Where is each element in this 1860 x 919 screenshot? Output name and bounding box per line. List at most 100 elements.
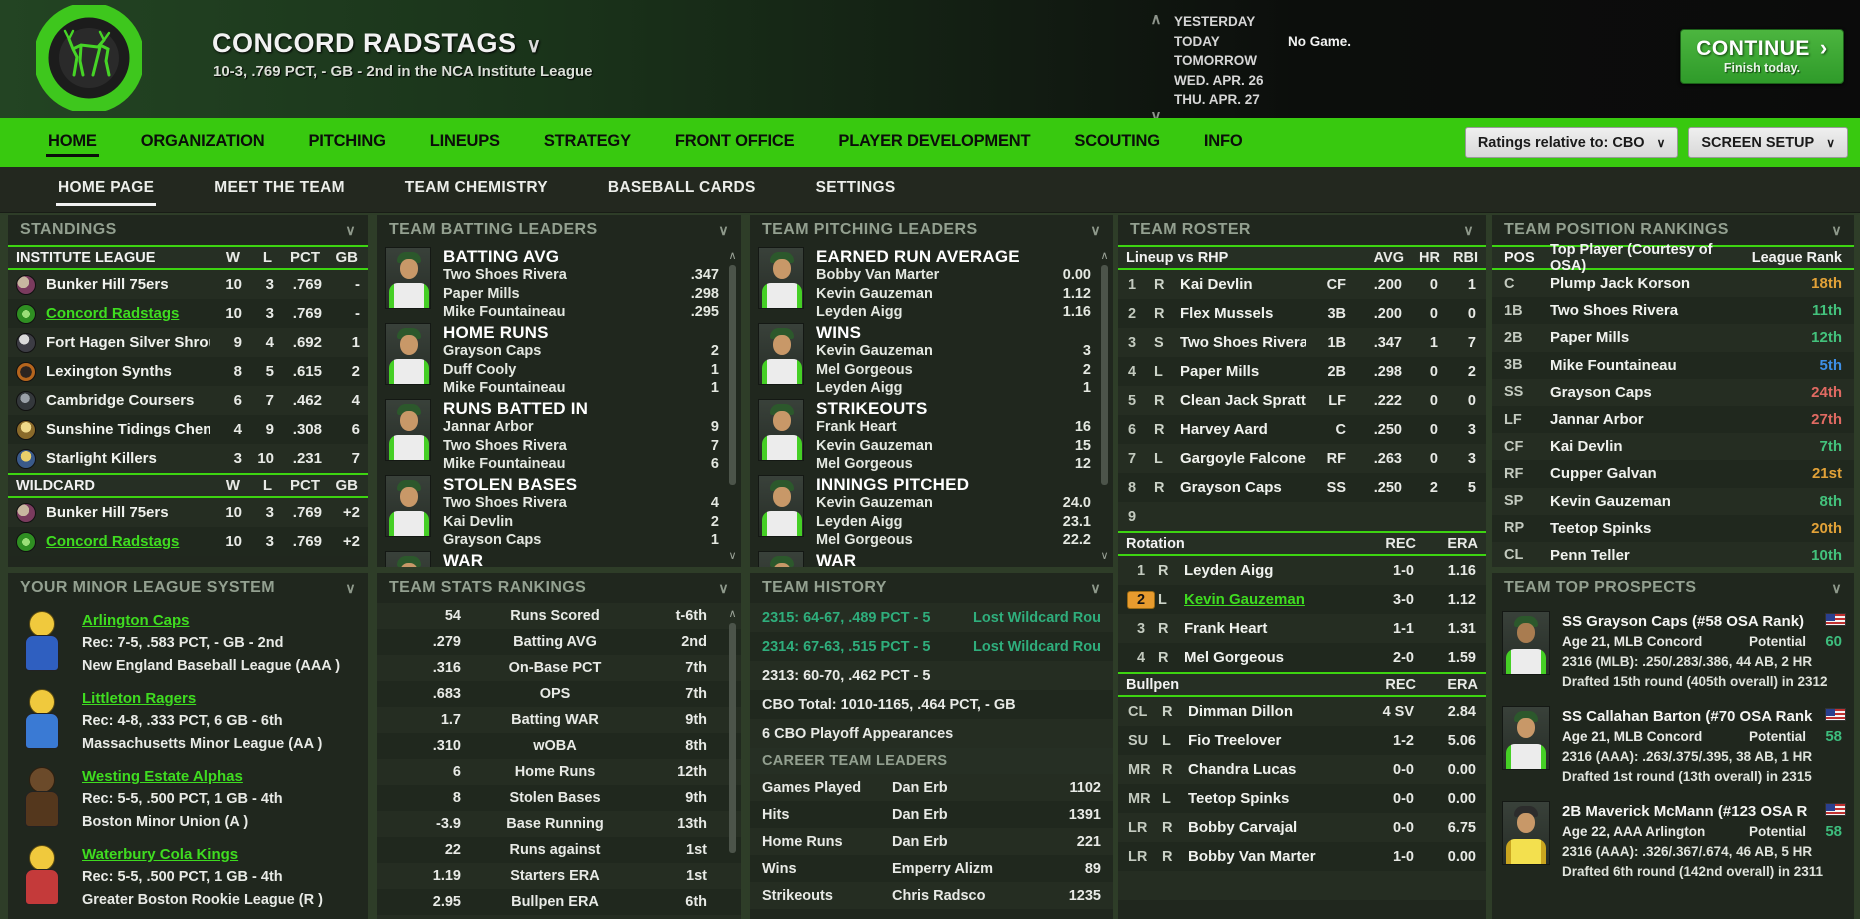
- team-name-link[interactable]: Sunshine Tidings Chemi: [46, 421, 210, 438]
- player-link[interactable]: Kai Devlin: [1550, 438, 1623, 456]
- leader-player-link[interactable]: Emperry Alizm: [892, 860, 993, 877]
- career-leader-row[interactable]: Wins Emperry Alizm 89: [750, 855, 1113, 882]
- player-photo[interactable]: [385, 475, 431, 537]
- main-nav-tab[interactable]: PLAYER DEVELOPMENT: [838, 132, 1031, 150]
- team-stat-row[interactable]: 54 Runs Scored t-6th: [377, 603, 741, 629]
- player-link[interactable]: Teetop Spinks: [1550, 519, 1652, 537]
- bullpen-row[interactable]: CL R Dimman Dillon 4 SV 2.84: [1118, 697, 1486, 726]
- lineup-row[interactable]: 8 R Grayson Caps SS .250 2 5: [1118, 473, 1486, 502]
- rotation-header[interactable]: Rotation REC ERA: [1118, 531, 1486, 556]
- lineup-row[interactable]: 1 R Kai Devlin CF .200 0 1: [1118, 270, 1486, 299]
- minor-team-link[interactable]: Arlington Caps: [82, 612, 190, 629]
- minor-team-link[interactable]: Waterbury Cola Kings: [82, 846, 239, 863]
- team-stat-row[interactable]: .310 wOBA 8th: [377, 733, 741, 759]
- scroll-down-icon[interactable]: [726, 549, 739, 563]
- player-link[interactable]: Paper Mills: [1550, 329, 1630, 347]
- schedule-row[interactable]: TODAY No Game.: [1174, 32, 1434, 52]
- leader-player-link[interactable]: Dan Erb: [892, 806, 948, 823]
- scroll-up-icon[interactable]: [726, 249, 739, 263]
- bullpen-row[interactable]: MR R Chandra Lucas 0-0 0.00: [1118, 755, 1486, 784]
- player-link[interactable]: Grayson Caps: [443, 532, 542, 549]
- lineup-row[interactable]: 7 L Gargoyle Falcone RF .263 0 3: [1118, 444, 1486, 473]
- position-ranking-row[interactable]: 3B Mike Fountaineau 5th: [1492, 351, 1854, 379]
- player-link[interactable]: Mike Fountaineau: [443, 304, 566, 321]
- player-link[interactable]: Bobby Carvajal: [1188, 819, 1298, 836]
- schedule-up-icon[interactable]: [1146, 10, 1166, 28]
- collapse-icon[interactable]: [345, 573, 356, 603]
- team-name-link[interactable]: Bunker Hill 75ers: [46, 276, 169, 293]
- prospect-name-link[interactable]: SS Grayson Caps (#58 OSA Rank): [1562, 613, 1805, 630]
- player-link[interactable]: Mike Fountaineau: [1550, 356, 1677, 374]
- bullpen-row[interactable]: MR L Teetop Spinks 0-0 0.00: [1118, 784, 1486, 813]
- collapse-icon[interactable]: [1831, 573, 1842, 603]
- team-stat-row[interactable]: .683 OPS 7th: [377, 681, 741, 707]
- team-logo[interactable]: [36, 5, 142, 111]
- position-ranking-row[interactable]: SS Grayson Caps 24th: [1492, 378, 1854, 406]
- player-link[interactable]: Kevin Gauzeman: [1184, 591, 1305, 608]
- season-history-row[interactable]: 2315: 64-67, .489 PCT - 5 Lost Wildcard …: [750, 603, 1113, 632]
- player-photo[interactable]: [758, 323, 804, 385]
- sub-nav-tab[interactable]: TEAM CHEMISTRY: [404, 179, 548, 196]
- prospect-name-link[interactable]: SS Callahan Barton (#70 OSA Rank: [1562, 708, 1813, 725]
- position-ranking-row[interactable]: RP Teetop Spinks 20th: [1492, 514, 1854, 542]
- player-link[interactable]: Paper Mills: [443, 285, 520, 302]
- rotation-row[interactable]: 3 R Frank Heart 1-1 1.31: [1118, 614, 1486, 643]
- season-history-row[interactable]: 6 CBO Playoff Appearances: [750, 719, 1113, 748]
- bullpen-row[interactable]: LR R Bobby Carvajal 0-0 6.75: [1118, 813, 1486, 842]
- team-stat-row[interactable]: 2.96 FIP: [377, 915, 741, 919]
- player-link[interactable]: Dimman Dillon: [1188, 703, 1294, 720]
- player-link[interactable]: Frank Heart: [1184, 620, 1268, 637]
- player-photo[interactable]: [758, 475, 804, 537]
- schedule-row[interactable]: WED. APR. 26: [1174, 71, 1434, 91]
- team-name-link[interactable]: Fort Hagen Silver Shrou: [46, 334, 210, 351]
- player-link[interactable]: Harvey Aard: [1180, 421, 1268, 438]
- main-nav-tab[interactable]: LINEUPS: [429, 132, 500, 150]
- lineup-row[interactable]: 3 S Two Shoes Rivera 1B .347 1 7: [1118, 328, 1486, 357]
- scrollbar[interactable]: [726, 607, 739, 915]
- main-nav-tab[interactable]: STRATEGY: [543, 132, 631, 150]
- main-nav-tab[interactable]: INFO: [1203, 132, 1243, 150]
- schedule-day[interactable]: WED. APR. 26: [1174, 72, 1264, 88]
- sub-nav-tab[interactable]: BASEBALL CARDS: [607, 179, 756, 196]
- lineup-header[interactable]: Lineup vs RHP AVG HR RBI: [1118, 245, 1486, 270]
- player-link[interactable]: Plump Jack Korson: [1550, 275, 1691, 293]
- player-link[interactable]: Two Shoes Rivera: [443, 437, 567, 454]
- collapse-icon[interactable]: [718, 215, 729, 245]
- main-nav-tab[interactable]: SCOUTING: [1074, 132, 1160, 150]
- scroll-down-icon[interactable]: [1098, 549, 1111, 563]
- standings-row[interactable]: Bunker Hill 75ers 10 3 .769 -: [8, 270, 368, 299]
- position-ranking-row[interactable]: CF Kai Devlin 7th: [1492, 433, 1854, 461]
- team-stat-row[interactable]: 6 Home Runs 12th: [377, 759, 741, 785]
- collapse-icon[interactable]: [718, 573, 729, 603]
- player-link[interactable]: Two Shoes Rivera: [1180, 334, 1306, 351]
- lineup-row[interactable]: 2 R Flex Mussels 3B .200 0 0: [1118, 299, 1486, 328]
- collapse-icon[interactable]: [345, 215, 356, 245]
- player-photo[interactable]: [385, 247, 431, 309]
- continue-button[interactable]: CONTINUE › Finish today.: [1680, 29, 1844, 84]
- scroll-up-icon[interactable]: [1098, 249, 1111, 263]
- player-link[interactable]: Leyden Aigg: [816, 513, 903, 530]
- collapse-icon[interactable]: [1090, 573, 1101, 603]
- player-link[interactable]: Grayson Caps: [1550, 383, 1652, 401]
- minor-team-link[interactable]: Littleton Ragers: [82, 690, 197, 707]
- minor-team-link[interactable]: Westing Estate Alphas: [82, 768, 243, 785]
- team-stat-row[interactable]: 1.7 Batting WAR 9th: [377, 707, 741, 733]
- player-link[interactable]: Kevin Gauzeman: [816, 437, 933, 454]
- player-link[interactable]: Jannar Arbor: [1550, 411, 1644, 429]
- sub-nav-tab[interactable]: SETTINGS: [815, 179, 896, 196]
- player-link[interactable]: Mike Fountaineau: [443, 380, 566, 397]
- schedule-row[interactable]: YESTERDAY: [1174, 12, 1434, 32]
- schedule-row[interactable]: TOMORROW: [1174, 51, 1434, 71]
- leader-player-link[interactable]: Chris Radsco: [892, 887, 986, 904]
- main-nav-tab[interactable]: PITCHING: [308, 132, 386, 150]
- player-link[interactable]: Two Shoes Rivera: [443, 495, 567, 511]
- player-link[interactable]: Mel Gorgeous: [1184, 649, 1285, 666]
- player-photo[interactable]: [758, 551, 804, 567]
- team-stat-row[interactable]: 22 Runs against 1st: [377, 837, 741, 863]
- team-name-link[interactable]: Lexington Synths: [46, 363, 172, 380]
- player-photo[interactable]: [385, 399, 431, 461]
- player-link[interactable]: Kai Devlin: [443, 513, 514, 530]
- standings-row[interactable]: Bunker Hill 75ers 10 3 .769 +2: [8, 498, 368, 527]
- main-nav-tab[interactable]: ORGANIZATION: [140, 132, 265, 150]
